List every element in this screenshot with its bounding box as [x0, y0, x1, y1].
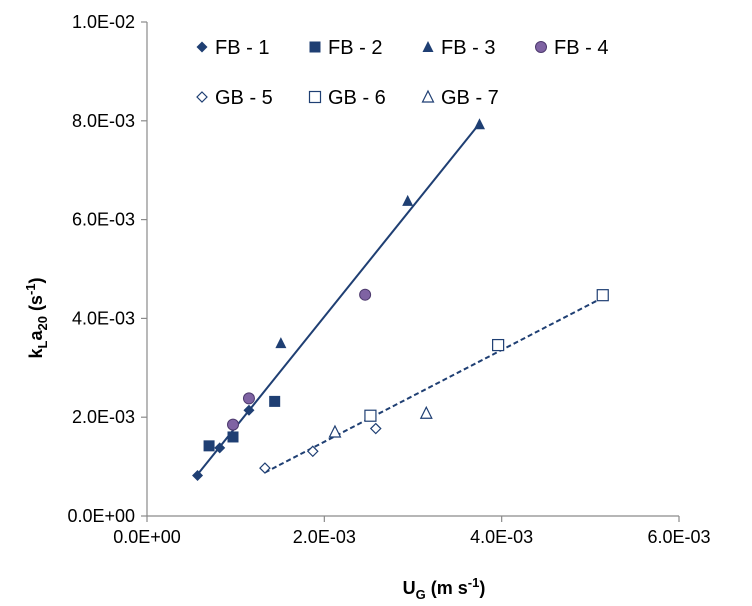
y-axis-title-a: a: [26, 330, 46, 341]
legend-label-gb-7: GB - 7: [441, 87, 499, 109]
point-gb-6: [364, 409, 377, 422]
y-axis-title: kLa20 (s-1): [23, 277, 50, 358]
point-fb-4: [242, 392, 255, 405]
legend-marker-fb-4: [535, 41, 547, 53]
x-tick-label: 4.0E-03: [470, 527, 533, 547]
point-gb-5: [306, 445, 319, 458]
x-tick-label: 2.0E-03: [293, 527, 356, 547]
legend-marker-gb-6: [308, 90, 322, 104]
legend-marker-gb-5: [196, 91, 208, 103]
point-fb-2: [227, 431, 239, 443]
point-fb-3: [402, 194, 414, 206]
point-fb-1: [243, 404, 255, 416]
legend-label-gb-6: GB - 6: [328, 87, 386, 109]
y-tick-label: 2.0E-03: [72, 407, 135, 427]
legend-label-fb-4: FB - 4: [554, 37, 608, 59]
point-gb-7: [419, 405, 433, 419]
point-fb-3: [275, 337, 287, 349]
legend-item-fb-1: FB - 1: [196, 37, 269, 59]
legend-marker-fb-2: [309, 41, 321, 53]
y-axis-title-k: k: [26, 348, 46, 359]
x-axis-title-sub: G: [416, 587, 426, 602]
tick-labels: 0.0E+00 2.0E-03 4.0E-03 6.0E-03 8.0E-03 1.0E-…: [67, 12, 710, 547]
y-axis-title-k-sub: L: [35, 341, 50, 349]
point-gb-5: [369, 422, 382, 435]
point-gb-7: [328, 424, 342, 438]
y-axis-title-rest: (s: [26, 295, 46, 316]
y-axis-title-a-sub: 20: [35, 316, 50, 330]
legend-marker-gb-7: [421, 89, 435, 103]
x-tick-label: 6.0E-03: [647, 527, 710, 547]
legend-item-fb-3: FB - 3: [422, 37, 495, 59]
point-fb-4: [359, 288, 372, 301]
legend-marker-fb-3: [422, 41, 434, 52]
point-fb-1: [214, 442, 226, 454]
y-tick-label: 8.0E-03: [72, 111, 135, 131]
legend-item-gb-7: GB - 7: [421, 87, 499, 109]
legend-label-fb-2: FB - 2: [328, 37, 382, 59]
legend-item-fb-4: FB - 4: [535, 37, 608, 59]
axes: [141, 21, 680, 522]
trendlines: [196, 125, 604, 476]
x-axis-title-close: ): [479, 578, 485, 598]
y-axis-title-sup: -1: [23, 283, 38, 295]
x-axis-title: UG (m s-1): [403, 575, 486, 602]
point-fb-2: [269, 395, 281, 407]
legend: FB - 1 FB - 2 FB - 3 FB - 4 GB - 5 GB - 6 GB -…: [196, 37, 608, 109]
x-tick-label: 0.0E+00: [113, 527, 181, 547]
point-fb-4: [227, 418, 240, 431]
trendline-gb: [264, 296, 604, 474]
point-fb-1: [192, 469, 204, 481]
legend-label-fb-3: FB - 3: [441, 37, 495, 59]
trendline-fb: [196, 125, 479, 476]
y-axis-title-close: ): [26, 277, 46, 283]
point-gb-5: [259, 462, 271, 474]
legend-item-gb-5: GB - 5: [196, 87, 273, 109]
point-gb-6: [492, 338, 505, 352]
x-axis-title-main: U: [403, 578, 416, 598]
point-fb-3: [474, 118, 485, 130]
y-tick-label: 6.0E-03: [72, 210, 135, 230]
data-points: [192, 118, 609, 481]
legend-marker-fb-1: [196, 41, 208, 53]
legend-label-gb-5: GB - 5: [215, 87, 273, 109]
y-tick-label: 4.0E-03: [72, 308, 135, 328]
x-axis-title-sup: -1: [468, 575, 480, 590]
legend-item-fb-2: FB - 2: [309, 37, 382, 59]
x-axis-title-rest: (m s: [426, 578, 468, 598]
y-tick-label: 0.0E+00: [67, 506, 135, 526]
point-fb-2: [203, 440, 215, 452]
legend-item-gb-6: GB - 6: [308, 87, 386, 109]
point-gb-6: [596, 289, 609, 302]
y-tick-label: 1.0E-02: [72, 12, 135, 32]
legend-label-fb-1: FB - 1: [215, 37, 269, 59]
